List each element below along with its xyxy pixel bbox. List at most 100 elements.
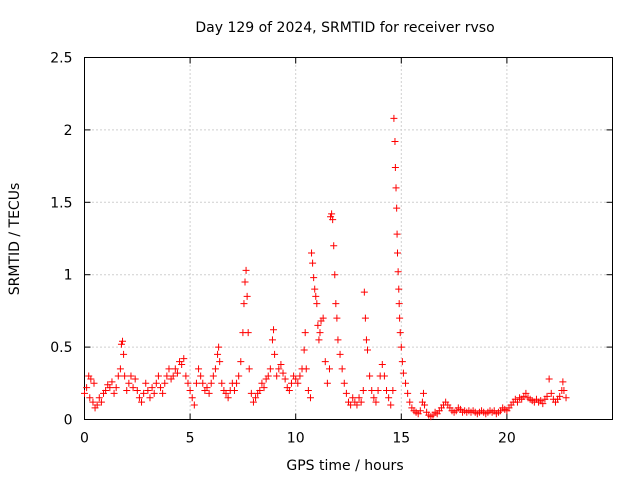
data-point bbox=[328, 210, 336, 218]
data-point bbox=[117, 340, 125, 348]
data-point bbox=[355, 394, 363, 402]
data-point bbox=[165, 365, 173, 373]
data-point bbox=[301, 329, 309, 337]
data-point bbox=[216, 358, 224, 366]
data-point bbox=[306, 394, 314, 402]
x-tick-label: 20 bbox=[498, 431, 516, 447]
data-point bbox=[152, 379, 160, 387]
data-point bbox=[366, 372, 374, 380]
data-point bbox=[310, 274, 318, 282]
data-point bbox=[385, 394, 393, 402]
data-point bbox=[86, 394, 94, 402]
data-point bbox=[190, 401, 198, 409]
data-point bbox=[543, 392, 551, 400]
data-point bbox=[333, 314, 341, 322]
data-point bbox=[120, 350, 128, 358]
data-point bbox=[399, 369, 407, 377]
data-point bbox=[396, 314, 404, 322]
data-point bbox=[144, 387, 152, 395]
data-point bbox=[199, 379, 207, 387]
data-point bbox=[513, 398, 521, 406]
data-point bbox=[391, 164, 399, 172]
data-point bbox=[539, 400, 547, 408]
data-point bbox=[393, 204, 401, 212]
data-point bbox=[556, 392, 564, 400]
data-point bbox=[186, 387, 194, 395]
data-point bbox=[218, 379, 226, 387]
data-point bbox=[392, 184, 400, 192]
data-point bbox=[421, 401, 429, 409]
data-point bbox=[329, 216, 337, 224]
y-tick-label: 0.5 bbox=[50, 340, 72, 356]
data-point bbox=[83, 384, 91, 392]
data-point bbox=[361, 314, 369, 322]
data-point bbox=[300, 346, 308, 354]
data-point bbox=[129, 384, 137, 392]
data-point bbox=[188, 394, 196, 402]
data-point bbox=[249, 398, 257, 406]
data-point bbox=[372, 398, 380, 406]
data-point bbox=[81, 389, 88, 397]
data-point bbox=[396, 329, 404, 337]
data-point bbox=[378, 360, 386, 368]
data-point bbox=[323, 379, 331, 387]
data-point bbox=[184, 379, 192, 387]
data-point bbox=[330, 242, 338, 250]
data-point bbox=[419, 389, 427, 397]
y-tick-label: 2.5 bbox=[50, 51, 72, 67]
data-point bbox=[294, 379, 302, 387]
data-point bbox=[182, 372, 190, 380]
data-point bbox=[360, 288, 368, 296]
data-point bbox=[241, 278, 249, 286]
data-point bbox=[146, 394, 154, 402]
data-point bbox=[171, 365, 179, 373]
x-tick-label: 0 bbox=[80, 431, 89, 447]
data-point bbox=[287, 379, 295, 387]
data-point bbox=[374, 387, 382, 395]
plot-frame bbox=[84, 57, 613, 420]
data-point bbox=[205, 389, 213, 397]
chart-title: Day 129 of 2024, SRMTID for receiver rvs… bbox=[195, 20, 494, 36]
data-point bbox=[244, 329, 252, 337]
data-point bbox=[108, 378, 116, 386]
data-point bbox=[95, 394, 103, 402]
data-point bbox=[285, 387, 293, 395]
data-point bbox=[304, 387, 312, 395]
data-point bbox=[211, 365, 219, 373]
data-point bbox=[277, 360, 285, 368]
data-point bbox=[334, 336, 342, 344]
data-point bbox=[106, 384, 114, 392]
data-point bbox=[242, 266, 250, 274]
data-point bbox=[312, 292, 320, 300]
data-point bbox=[560, 387, 568, 395]
data-point bbox=[292, 375, 300, 383]
data-point bbox=[154, 372, 162, 380]
ticks bbox=[84, 57, 613, 420]
data-point bbox=[169, 372, 177, 380]
data-point bbox=[116, 365, 124, 373]
data-point bbox=[393, 230, 401, 238]
data-point bbox=[163, 372, 171, 380]
data-point bbox=[178, 360, 186, 368]
data-point bbox=[87, 375, 95, 383]
data-point bbox=[389, 387, 397, 395]
data-point bbox=[224, 394, 232, 402]
data-point bbox=[207, 379, 215, 387]
data-point bbox=[97, 398, 105, 406]
data-point bbox=[268, 336, 276, 344]
data-point bbox=[161, 379, 169, 387]
data-point bbox=[364, 346, 372, 354]
data-point bbox=[252, 394, 260, 402]
data-point bbox=[121, 372, 129, 380]
data-point bbox=[209, 372, 217, 380]
data-point bbox=[131, 375, 139, 383]
data-point bbox=[197, 372, 205, 380]
data-point bbox=[125, 379, 133, 387]
data-point bbox=[395, 300, 403, 308]
y-tick-label: 1 bbox=[64, 268, 73, 284]
data-point bbox=[279, 369, 287, 377]
data-point bbox=[359, 387, 367, 395]
data-point bbox=[349, 394, 357, 402]
data-point bbox=[296, 372, 304, 380]
data-point bbox=[522, 389, 530, 397]
